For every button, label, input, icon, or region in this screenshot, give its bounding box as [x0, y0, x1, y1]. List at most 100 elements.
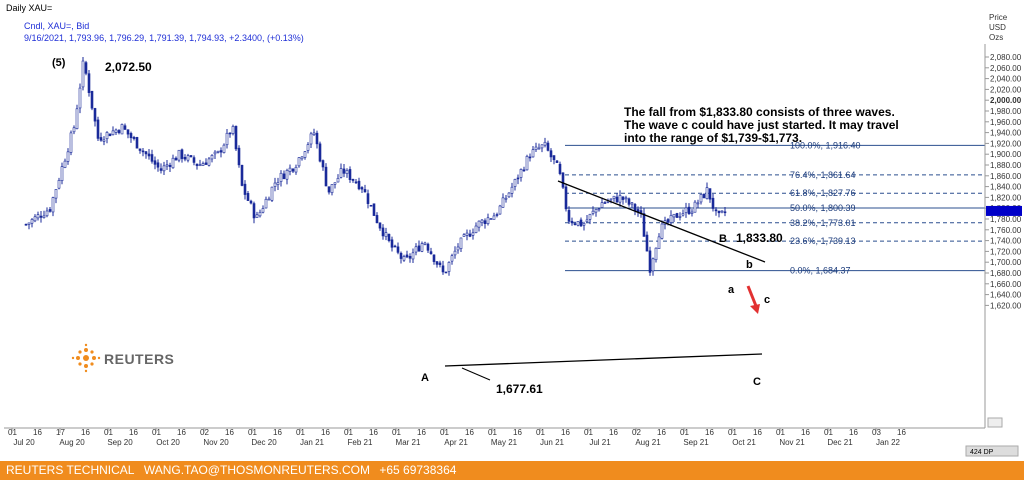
y-tick-label: 2,080.00	[990, 53, 1022, 62]
y-tick-label: 1,640.00	[990, 291, 1022, 300]
candle-body	[462, 234, 466, 237]
candle-body	[630, 202, 634, 205]
candle-body	[621, 196, 625, 200]
candle-body	[312, 132, 316, 135]
candle-body	[489, 218, 493, 220]
scroll-button[interactable]	[987, 417, 1003, 428]
wave-b-label: b	[746, 259, 753, 271]
fibonacci-levels: 100.0%, 1,916.40 76.4%, 1,861.64 61.8%, 1,…	[565, 140, 985, 276]
x-midmonth-label: 16	[81, 428, 90, 437]
candle-body	[504, 197, 508, 200]
candle-body	[117, 130, 121, 134]
y-tick-label: 2,000.00	[990, 96, 1022, 105]
y-tick-label: 2,040.00	[990, 75, 1022, 84]
footer-phone: +65 69738364	[379, 463, 457, 477]
chart-title: Daily XAU=	[6, 3, 52, 13]
note-line-2: The wave c could have just started. It m…	[624, 118, 899, 132]
candle-body	[345, 170, 349, 174]
scroll-bar[interactable]	[965, 445, 1019, 457]
candle-body	[45, 210, 49, 217]
candle-body	[558, 163, 562, 174]
x-midmonth-label: 16	[753, 428, 762, 437]
candle-body	[576, 221, 580, 226]
candle-body	[93, 108, 97, 122]
price-chart: 100.0%, 1,916.40 76.4%, 1,861.64 61.8%, 1,…	[4, 3, 1022, 457]
candle-body	[228, 132, 232, 135]
candle-body	[684, 207, 688, 214]
candle-body	[294, 166, 298, 173]
candle-body	[315, 132, 319, 145]
candle-body	[297, 157, 301, 167]
candle-body	[642, 213, 646, 237]
candle-body	[627, 198, 631, 205]
candle-body	[552, 155, 556, 161]
x-midmonth-label: 16	[609, 428, 618, 437]
fib-label: 100.0%, 1,916.40	[790, 140, 861, 150]
candle-body	[261, 208, 265, 213]
candle-body	[249, 200, 253, 204]
candle-body	[528, 156, 532, 159]
candle-body	[327, 186, 331, 193]
fib-label: 0.0%, 1,684.37	[790, 266, 851, 276]
candle-body	[279, 172, 283, 182]
analysis-note: The fall from $1,833.80 consists of thre…	[624, 105, 899, 145]
candlesticks	[24, 56, 727, 276]
candle-body	[273, 182, 277, 187]
candle-body	[498, 205, 502, 215]
candle-body	[282, 173, 286, 180]
candle-body	[162, 165, 166, 172]
x-month-label: Oct 21	[732, 438, 756, 447]
candle-body	[57, 180, 61, 189]
candle-body	[321, 160, 325, 168]
candle-body	[660, 223, 664, 239]
fib-label: 61.8%, 1,827.76	[790, 188, 856, 198]
candle-body	[240, 164, 244, 186]
candle-body	[60, 166, 64, 181]
candle-body	[624, 197, 628, 200]
candle-body	[411, 252, 415, 260]
candle-body	[24, 223, 28, 226]
wave-B-label: B	[719, 233, 727, 245]
candle-body	[183, 157, 187, 160]
candle-body	[702, 193, 706, 199]
low-price-label: 1,677.61	[496, 382, 543, 396]
reuters-logo-icon	[71, 343, 101, 373]
reuters-logo: REUTERS	[66, 337, 176, 379]
y-tick-label: 1,820.00	[990, 193, 1022, 202]
candle-body	[174, 157, 178, 161]
candle-body	[36, 214, 40, 219]
y-tick-label: 1,880.00	[990, 161, 1022, 170]
candle-body	[723, 211, 727, 214]
x-midmonth-label: 16	[513, 428, 522, 437]
candle-body	[309, 133, 313, 145]
candle-body	[429, 251, 433, 255]
candle-body	[105, 132, 109, 140]
candle-body	[567, 210, 571, 222]
candle-body	[537, 147, 541, 150]
y-tick-label: 1,760.00	[990, 226, 1022, 235]
candle-body	[399, 252, 403, 259]
candle-body	[408, 256, 412, 259]
x-midmonth-label: 16	[897, 428, 906, 437]
x-day-label: 01	[152, 428, 161, 437]
candle-body	[582, 222, 586, 226]
y-tick-label: 1,720.00	[990, 247, 1022, 256]
candle-body	[366, 193, 370, 204]
x-day-label: 01	[296, 428, 305, 437]
candle-body	[669, 215, 673, 223]
candle-body	[654, 247, 658, 261]
x-midmonth-label: 16	[33, 428, 42, 437]
candle-body	[480, 219, 484, 224]
candle-body	[318, 143, 322, 162]
candle-body	[42, 215, 46, 218]
candle-body	[324, 166, 328, 187]
wave-a-label: a	[728, 284, 735, 296]
candle-body	[717, 210, 721, 214]
footer-bar: REUTERS TECHNICAL WANG.TAO@THOSMONREUTER…	[0, 461, 1024, 480]
axis-header-price: Price	[989, 13, 1008, 22]
candle-body	[204, 162, 208, 165]
y-tick-label: 1,660.00	[990, 280, 1022, 289]
candle-body	[417, 245, 421, 252]
candle-body	[135, 137, 139, 149]
candle-body	[201, 163, 205, 166]
